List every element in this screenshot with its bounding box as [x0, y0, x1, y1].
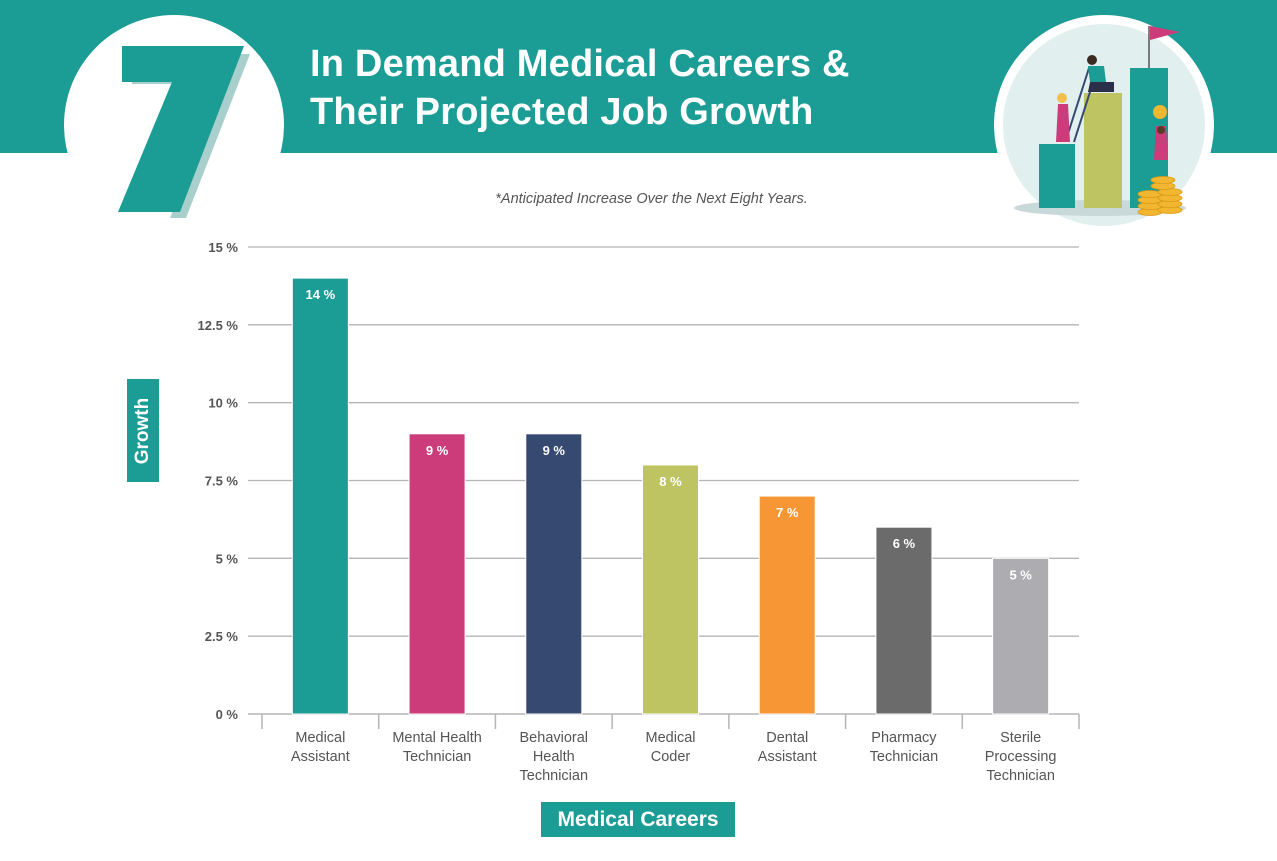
x-tick-label: Behavioral Health Technician: [520, 730, 589, 784]
y-axis-label-box: Growth: [127, 379, 159, 482]
x-tick-label-line: Technician: [986, 768, 1055, 784]
y-tick-label: 12.5 %: [198, 318, 239, 333]
x-tick-label-line: Coder: [651, 749, 691, 765]
bar: [291, 277, 349, 715]
x-tick-label: Medical Coder: [646, 730, 696, 765]
bar: [992, 557, 1050, 715]
bar-value-label: 8 %: [659, 474, 682, 489]
x-tick-label-line: Pharmacy: [871, 730, 937, 746]
bar: [758, 495, 816, 715]
bar-value-label: 14 %: [306, 287, 336, 302]
bar: [875, 526, 933, 715]
bar-value-label: 7 %: [776, 505, 799, 520]
x-tick-label: Medical Assistant: [291, 730, 350, 765]
y-tick-label: 0 %: [216, 707, 239, 722]
bar-value-label: 9 %: [543, 443, 566, 458]
bar: [642, 464, 699, 715]
y-tick-label: 15 %: [208, 240, 238, 255]
x-tick-label-line: Processing: [985, 749, 1057, 765]
title-line-1: In Demand Medical Careers &: [310, 43, 850, 85]
y-tick-label: 10 %: [208, 396, 238, 411]
x-tick-label-line: Technician: [403, 749, 472, 765]
x-tick-label-line: Medical: [295, 730, 345, 746]
chart-subtitle: *Anticipated Increase Over the Next Eigh…: [495, 191, 808, 207]
y-tick-label: 5 %: [216, 551, 239, 566]
x-tick-label-line: Assistant: [758, 749, 817, 765]
bar: [408, 433, 466, 715]
x-tick-label-line: Dental: [766, 730, 808, 746]
bar-value-label: 5 %: [1009, 567, 1032, 582]
page-title: In Demand Medical Careers & Their Projec…: [310, 40, 850, 136]
bar: [525, 433, 583, 715]
x-tick-label-line: Medical: [646, 730, 696, 746]
x-axis-label: Medical Careers: [541, 802, 735, 837]
x-tick-label-line: Technician: [520, 768, 589, 784]
x-tick-label: Sterile Processing Technician: [985, 730, 1057, 784]
x-tick-label: Dental Assistant: [758, 730, 817, 765]
bar-value-label: 6 %: [893, 536, 916, 551]
y-tick-label: 7.5 %: [205, 474, 239, 489]
x-tick-label: Pharmacy Technician: [870, 730, 939, 765]
title-line-2: Their Projected Job Growth: [310, 91, 814, 133]
y-axis-label: Growth: [132, 397, 153, 464]
x-tick-label-line: Health: [533, 749, 575, 765]
y-tick-label: 2.5 %: [205, 629, 239, 644]
x-tick-label-line: Behavioral: [520, 730, 589, 746]
x-tick-label-line: Sterile: [1000, 730, 1041, 746]
x-tick-label-line: Assistant: [291, 749, 350, 765]
x-tick-label-line: Technician: [870, 749, 939, 765]
bar-value-label: 9 %: [426, 443, 449, 458]
x-tick-label: Mental Health Technician: [392, 730, 481, 765]
x-tick-label-line: Mental Health: [392, 730, 481, 746]
